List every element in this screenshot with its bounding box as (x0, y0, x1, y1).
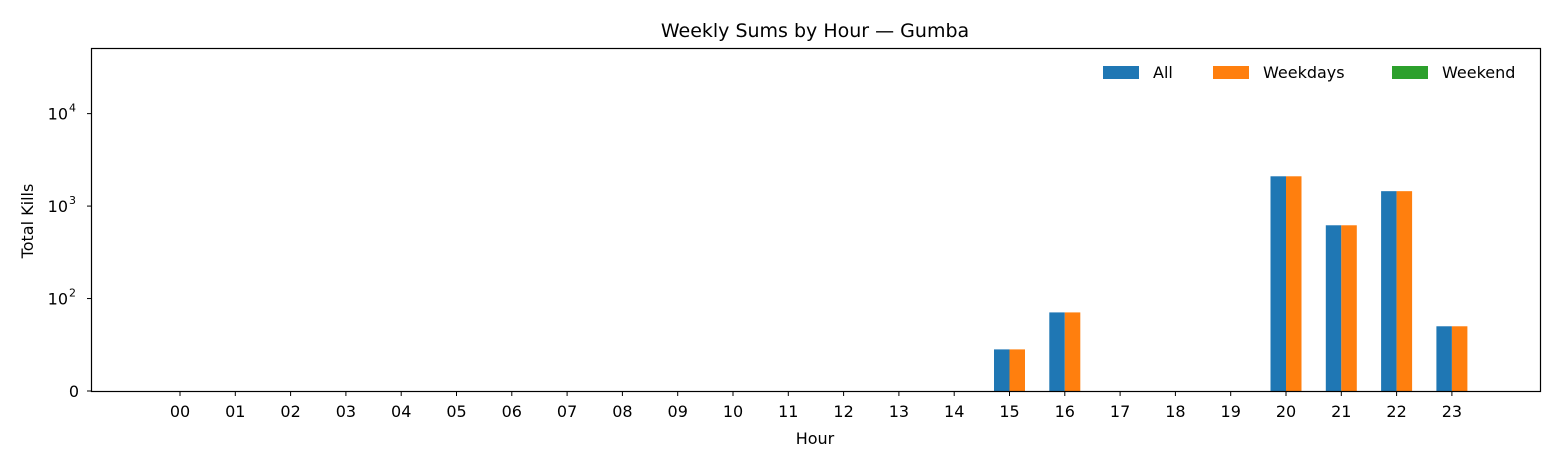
bar-all-22 (1381, 191, 1397, 391)
x-tick-label: 18 (1165, 402, 1185, 421)
bar-weekdays-23 (1451, 326, 1468, 391)
x-tick-label: 10 (723, 402, 743, 421)
x-axis-label: Hour (796, 429, 835, 448)
x-tick-label: 09 (668, 402, 688, 421)
bar-all-16 (1049, 312, 1065, 391)
x-tick-label: 03 (336, 402, 356, 421)
y-tick-label: 0 (69, 382, 79, 401)
bar-all-20 (1270, 176, 1286, 391)
bar-weekdays-22 (1396, 191, 1413, 391)
bar-all-15 (994, 349, 1010, 391)
bar-weekdays-16 (1064, 312, 1081, 391)
chart-title: Weekly Sums by Hour — Gumba (661, 20, 969, 42)
y-tick-label: 10 (48, 290, 68, 309)
x-tick-label: 17 (1110, 402, 1130, 421)
x-tick-label: 19 (1221, 402, 1241, 421)
x-tick-label: 11 (778, 402, 798, 421)
x-tick-label: 05 (446, 402, 466, 421)
x-tick-label: 14 (944, 402, 964, 421)
legend-swatch-weekdays (1213, 66, 1249, 79)
x-tick-label: 06 (502, 402, 522, 421)
y-tick-exponent: 2 (69, 287, 76, 300)
y-tick-exponent: 3 (69, 194, 76, 207)
legend-swatch-weekend (1392, 66, 1428, 79)
bar-weekdays-15 (1009, 349, 1025, 391)
legend: All Weekdays Weekend (1103, 63, 1515, 82)
plot-frame (90, 47, 1542, 393)
x-tick-label: 04 (391, 402, 411, 421)
x-tick-label: 20 (1276, 402, 1296, 421)
x-tick-label: 21 (1331, 402, 1351, 421)
y-tick-exponent: 4 (69, 102, 76, 115)
y-tick-label: 10 (48, 197, 68, 216)
x-tick-label: 16 (1055, 402, 1075, 421)
x-tick-label: 23 (1442, 402, 1462, 421)
x-tick-label: 01 (225, 402, 245, 421)
legend-label-weekend: Weekend (1442, 63, 1515, 82)
x-tick-label: 08 (612, 402, 632, 421)
legend-label-weekdays: Weekdays (1263, 63, 1345, 82)
bar-weekdays-21 (1341, 225, 1357, 391)
x-tick-label: 22 (1386, 402, 1406, 421)
x-tick-label: 12 (833, 402, 853, 421)
x-tick-label: 15 (999, 402, 1019, 421)
legend-swatch-all (1103, 66, 1139, 79)
bar-all-21 (1325, 225, 1342, 391)
y-axis-label: Total Kills (18, 184, 37, 260)
x-tick-label: 02 (280, 402, 300, 421)
y-tick-label: 10 (48, 105, 68, 124)
x-ticks: 00 01 02 03 04 05 06 07 08 09 10 11 12 13 14 15 16 17 18 19… (170, 391, 1462, 421)
x-tick-label: 13 (889, 402, 909, 421)
bars-layer (994, 176, 1468, 391)
x-tick-label: 00 (170, 402, 190, 421)
bar-weekdays-20 (1286, 176, 1302, 391)
x-tick-label: 07 (557, 402, 577, 421)
legend-label-all: All (1153, 63, 1173, 82)
bar-all-23 (1436, 326, 1452, 391)
